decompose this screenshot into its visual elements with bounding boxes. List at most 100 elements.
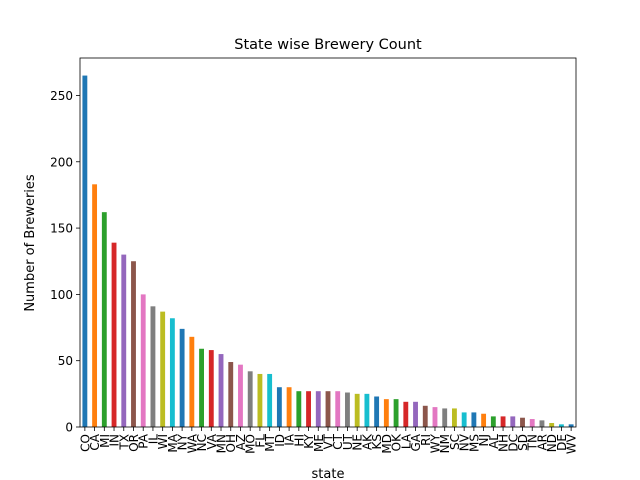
bar bbox=[82, 75, 88, 428]
x-tick-label: MI bbox=[98, 434, 112, 448]
y-tick-label: 50 bbox=[58, 354, 73, 368]
x-tick-label: WI bbox=[156, 434, 170, 449]
x-tick-label: VA bbox=[205, 433, 219, 449]
x-tick-label: NV bbox=[458, 433, 472, 451]
bar bbox=[345, 392, 350, 427]
bar bbox=[403, 401, 409, 427]
bar bbox=[354, 393, 360, 427]
y-tick-label: 250 bbox=[50, 89, 73, 103]
bar bbox=[306, 391, 311, 427]
bar bbox=[520, 417, 525, 427]
bar bbox=[461, 412, 467, 427]
x-tick-label: RI bbox=[419, 434, 433, 446]
x-tick-label: IA bbox=[283, 433, 297, 446]
bar bbox=[315, 391, 321, 427]
x-tick-label: GA bbox=[409, 433, 423, 451]
bar bbox=[150, 306, 156, 427]
bar bbox=[101, 212, 107, 427]
x-tick-label: OH bbox=[224, 434, 238, 452]
x-tick-label: HI bbox=[292, 434, 306, 447]
x-tick-label: DC bbox=[506, 434, 520, 452]
x-tick-label: MN bbox=[215, 434, 229, 453]
x-tick-label: MT bbox=[263, 433, 277, 451]
bar bbox=[160, 311, 166, 427]
y-axis-label: Number of Breweries bbox=[23, 174, 38, 312]
x-tick-label: AR bbox=[535, 434, 549, 451]
x-tick-label: AZ bbox=[234, 434, 248, 450]
x-tick-label: NC bbox=[195, 434, 209, 451]
x-tick-label: MD bbox=[380, 434, 394, 454]
bar bbox=[257, 373, 263, 427]
x-tick-label: ME bbox=[312, 434, 326, 452]
x-tick-label: MA bbox=[166, 433, 180, 452]
x-tick-label: NM bbox=[438, 434, 452, 453]
x-tick-label: MS bbox=[467, 434, 481, 452]
bar bbox=[529, 419, 535, 427]
bar bbox=[286, 387, 292, 427]
bar bbox=[179, 328, 185, 427]
x-tick-label: CA bbox=[88, 433, 102, 450]
x-tick-label: MO bbox=[244, 434, 258, 454]
bar bbox=[383, 399, 389, 427]
y-tick-label: 100 bbox=[50, 288, 73, 302]
bar bbox=[432, 407, 438, 427]
x-tick-label: NH bbox=[497, 434, 511, 452]
x-tick-label: TN bbox=[526, 434, 540, 451]
bar bbox=[296, 391, 302, 427]
y-tick-label: 0 bbox=[65, 421, 73, 435]
bar bbox=[140, 294, 146, 427]
bar bbox=[335, 391, 341, 427]
x-tick-label: WA bbox=[185, 433, 199, 453]
bar bbox=[111, 242, 117, 427]
bar bbox=[413, 401, 418, 427]
bar bbox=[131, 261, 136, 427]
x-tick-label: LA bbox=[399, 433, 413, 449]
x-tick-label: NJ bbox=[477, 434, 491, 447]
x-tick-label: OR bbox=[127, 434, 141, 452]
bar bbox=[208, 350, 214, 427]
bar bbox=[169, 318, 175, 427]
bar bbox=[490, 416, 496, 427]
axes-frame bbox=[79, 57, 577, 428]
bar bbox=[228, 362, 234, 427]
bar bbox=[558, 424, 564, 427]
bar bbox=[238, 364, 243, 427]
y-tick-label: 200 bbox=[50, 155, 73, 169]
bar bbox=[189, 336, 195, 427]
x-tick-label: PA bbox=[137, 433, 151, 448]
x-tick-label: IN bbox=[108, 434, 122, 447]
bar bbox=[199, 348, 204, 427]
bar bbox=[549, 423, 555, 427]
bar bbox=[422, 405, 428, 427]
x-tick-label: IL bbox=[146, 434, 160, 445]
bar bbox=[471, 412, 477, 427]
x-tick-label: TX bbox=[117, 434, 131, 451]
x-axis-label: state bbox=[312, 467, 345, 480]
bar bbox=[325, 391, 331, 427]
bar bbox=[364, 393, 370, 427]
x-tick-label: KY bbox=[302, 433, 316, 448]
bar bbox=[218, 354, 224, 427]
bar bbox=[121, 254, 127, 427]
x-tick-label: VT bbox=[322, 433, 336, 449]
bar bbox=[481, 413, 487, 427]
bar bbox=[247, 371, 253, 427]
x-tick-label: WV bbox=[565, 433, 579, 454]
bar bbox=[92, 184, 98, 427]
x-tick-label: WY bbox=[428, 433, 442, 453]
y-tick-label: 150 bbox=[50, 222, 73, 236]
x-tick-label: CO bbox=[78, 434, 92, 452]
x-tick-label: ID bbox=[273, 434, 287, 447]
x-tick-label: ND bbox=[545, 434, 559, 452]
x-tick-label: OK bbox=[390, 433, 404, 451]
x-tick-label: FL bbox=[253, 434, 267, 448]
x-tick-label: AL bbox=[487, 434, 501, 449]
bar bbox=[500, 416, 506, 427]
bar bbox=[267, 373, 273, 427]
x-tick-label: CT bbox=[331, 433, 345, 449]
bar bbox=[276, 387, 282, 427]
bar bbox=[442, 408, 448, 427]
bar bbox=[393, 399, 399, 427]
